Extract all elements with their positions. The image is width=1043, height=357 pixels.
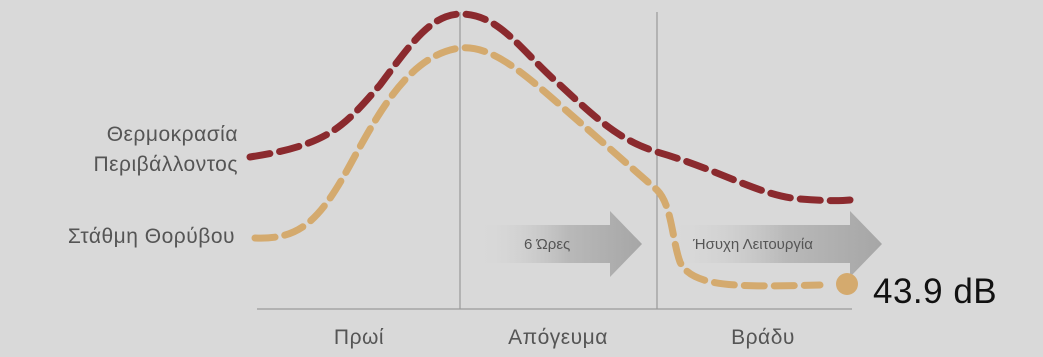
series-line-temperature (246, 10, 854, 205)
series-label-temperature-line1: Θερμοκρασία (106, 123, 238, 146)
arrow-label-six-hours: 6 Ώρες (524, 236, 571, 253)
x-tick-label-afternoon: Απόγευμα (508, 326, 608, 349)
series-label-temperature: Θερμοκρασία Περιβάλλοντος (93, 120, 238, 180)
series-label-noise: Στάθμη Θορύβου (67, 225, 235, 248)
series-label-temperature-line2: Περιβάλλοντος (93, 153, 238, 176)
x-tick-label-morning: Πρωί (333, 326, 385, 349)
end-value-label: 43.9 dB (873, 272, 998, 311)
arrow-label-quiet-operation: Ήσυχη Λειτουργία (693, 236, 813, 253)
end-value-marker (836, 273, 858, 295)
arrow-quiet-operation (668, 211, 882, 277)
series-line-noise (251, 44, 824, 290)
x-tick-label-evening: Βράδυ (731, 326, 795, 349)
arrow-six-hours (476, 211, 642, 277)
